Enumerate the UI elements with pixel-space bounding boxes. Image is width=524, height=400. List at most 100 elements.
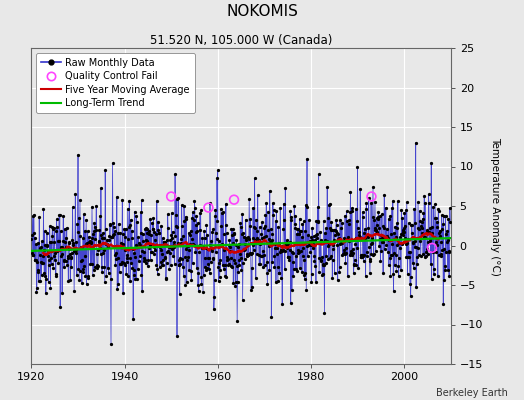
Point [271,240,279,247]
Point [163,211,172,218]
Point [225,261,233,267]
Point [157,222,165,229]
Point [228,264,236,270]
Point [175,257,183,263]
Point [276,204,285,211]
Point [278,243,287,249]
Point [71,250,80,256]
Point [394,263,402,269]
Point [392,268,400,274]
Point [323,184,331,190]
Point [317,236,325,243]
Point [162,260,171,266]
Point [218,241,226,247]
Point [309,245,317,251]
Point [371,227,379,233]
Point [253,251,261,258]
Point [135,243,144,249]
Point [161,239,170,245]
Point [76,197,84,204]
Point [341,260,350,266]
Point [347,208,356,214]
Point [334,236,343,242]
Point [88,261,96,268]
Point [246,249,254,256]
Point [310,258,319,264]
Point [363,253,371,260]
Point [441,263,449,269]
Point [58,251,67,257]
Point [163,248,171,255]
Point [255,261,264,267]
Point [237,267,246,274]
Point [35,278,43,284]
Point [308,224,316,231]
Point [266,188,274,194]
Point [37,244,46,250]
Point [405,249,413,255]
Point [208,229,216,236]
Point [179,232,188,239]
Point [391,234,400,240]
Point [354,265,363,271]
Point [159,262,168,268]
Point [169,252,177,259]
Point [249,235,258,241]
Point [103,264,112,271]
Point [48,223,57,230]
Point [341,212,350,219]
Point [365,257,374,264]
Point [53,248,61,254]
Point [165,244,173,250]
Point [445,272,453,279]
Point [229,279,237,286]
Point [128,227,136,234]
Point [181,214,190,220]
Point [97,231,105,238]
Point [194,288,203,295]
Point [206,258,215,265]
Point [211,276,219,283]
Point [75,233,84,239]
Point [119,240,128,247]
Point [80,263,89,269]
Point [307,279,315,285]
Point [279,246,287,253]
Point [76,268,84,274]
Point [296,228,304,234]
Point [224,262,233,268]
Point [426,236,434,242]
Point [397,207,406,214]
Point [267,226,275,232]
Point [268,237,276,243]
Point [408,222,416,228]
Point [341,251,349,257]
Point [435,230,444,236]
Point [291,213,299,220]
Point [40,270,48,276]
Point [90,220,99,226]
Point [61,258,70,264]
Point [274,223,282,230]
Point [218,210,226,216]
Point [346,189,355,196]
Point [52,228,60,234]
Point [419,215,427,222]
Point [420,254,429,260]
Point [417,223,425,230]
Point [94,263,102,270]
Point [231,259,239,266]
Point [340,235,348,242]
Point [189,209,197,215]
Point [230,230,238,237]
Point [167,232,176,239]
Point [404,254,412,260]
Point [401,241,410,247]
Point [161,254,169,261]
Point [431,201,439,208]
Point [292,253,300,259]
Point [58,290,67,296]
Point [301,269,310,276]
Point [356,186,364,192]
Point [124,206,132,212]
